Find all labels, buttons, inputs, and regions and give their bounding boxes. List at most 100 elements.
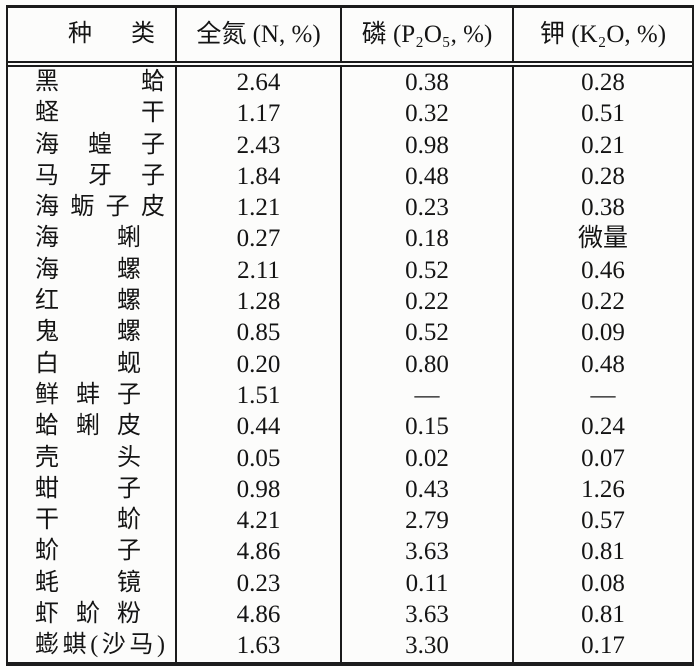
header-species: 种类 <box>8 8 175 61</box>
potassium-value-cell: — <box>512 379 692 412</box>
nitrogen-value-cell: 0.98 <box>175 473 340 506</box>
phosphorus-value-cell: 0.11 <box>340 567 512 600</box>
species-cell: 马牙子 <box>8 161 175 192</box>
nitrogen-value-cell: 1.51 <box>175 379 340 412</box>
table-row: 蟛蜞(沙马) 1.63 3.30 0.17 <box>8 630 692 662</box>
species-name: 壳头 <box>35 444 141 471</box>
potassium-value-cell: 0.28 <box>512 160 692 193</box>
table-row: 壳头 0.05 0.02 0.07 <box>8 442 692 474</box>
species-name: 虾蚧粉 <box>35 601 141 628</box>
species-name: 蚧子 <box>35 538 141 565</box>
nitrogen-value-cell: 1.17 <box>175 98 340 130</box>
species-name: 海蜊 <box>35 225 141 252</box>
species-cell: 白蚬 <box>8 349 175 380</box>
species-cell: 海螺 <box>8 255 175 286</box>
species-name: 蛤蜊皮 <box>35 413 141 440</box>
species-cell: 黑蛤 <box>8 67 175 98</box>
species-name: 海螺 <box>35 256 141 283</box>
phosphorus-value-cell: 0.32 <box>340 98 512 130</box>
species-cell: 干蚧 <box>8 505 175 536</box>
species-cell: 海蜊 <box>8 223 175 254</box>
species-name: 蚝镜 <box>35 569 141 596</box>
table-row: 黑蛤 2.64 0.38 0.28 <box>8 67 692 99</box>
species-name: 红螺 <box>35 288 141 315</box>
nitrogen-value-cell: 2.43 <box>175 129 340 161</box>
phosphorus-value-cell: 3.30 <box>340 630 512 662</box>
species-cell: 海蛎子皮 <box>8 192 175 223</box>
nitrogen-value-cell: 4.86 <box>175 536 340 568</box>
header-potassium: 钾 (K₂O, %) <box>512 8 692 61</box>
nutrient-table: 种类 全氮 (N, %) 磷 (P₂O₅, %) 钾 (K₂O, %) 黑蛤 2.… <box>6 5 694 666</box>
potassium-value-cell: 微量 <box>512 223 692 255</box>
species-name: 海蛎子皮 <box>35 194 165 221</box>
species-cell: 蛤蜊皮 <box>8 411 175 442</box>
nitrogen-value-cell: 1.84 <box>175 160 340 193</box>
phosphorus-value-cell: 0.18 <box>340 223 512 255</box>
table-row: 蚝镜 0.23 0.11 0.08 <box>8 567 692 600</box>
phosphorus-value-cell: 2.79 <box>340 505 512 537</box>
phosphorus-value-cell: 0.02 <box>340 442 512 474</box>
nitrogen-value-cell: 1.28 <box>175 286 340 318</box>
potassium-value-cell: 0.38 <box>512 192 692 224</box>
table-row: 红螺 1.28 0.22 0.22 <box>8 286 692 318</box>
potassium-value-cell: 0.46 <box>512 254 692 287</box>
header-row: 种类 全氮 (N, %) 磷 (P₂O₅, %) 钾 (K₂O, %) <box>8 8 692 61</box>
species-cell: 红螺 <box>8 286 175 317</box>
phosphorus-value-cell: 0.52 <box>340 254 512 287</box>
species-name: 黑蛤 <box>35 69 165 95</box>
phosphorus-value-cell: 0.23 <box>340 192 512 224</box>
table-row: 海蜊 0.27 0.18 微量 <box>8 223 692 255</box>
species-name: 海蝗子 <box>35 131 165 158</box>
nitrogen-value-cell: 0.27 <box>175 223 340 255</box>
nitrogen-value-cell: 0.44 <box>175 411 340 443</box>
phosphorus-value-cell: 0.48 <box>340 160 512 193</box>
nitrogen-value-cell: 4.21 <box>175 505 340 537</box>
phosphorus-value-cell: 0.22 <box>340 286 512 318</box>
potassium-value-cell: 0.24 <box>512 411 692 443</box>
nitrogen-value-cell: 2.64 <box>175 67 340 99</box>
table-row: 蚶子 0.98 0.43 1.26 <box>8 473 692 506</box>
header-species-label: 种类 <box>68 21 155 47</box>
potassium-value-cell: 0.28 <box>512 67 692 99</box>
species-cell: 虾蚧粉 <box>8 599 175 630</box>
species-cell: 鲜蚌子 <box>8 380 175 411</box>
potassium-value-cell: 0.81 <box>512 599 692 631</box>
species-cell: 蚝镜 <box>8 568 175 599</box>
table-header: 种类 全氮 (N, %) 磷 (P₂O₅, %) 钾 (K₂O, %) <box>8 8 692 67</box>
potassium-value-cell: 1.26 <box>512 473 692 506</box>
table-row: 海蝗子 2.43 0.98 0.21 <box>8 129 692 161</box>
phosphorus-value-cell: 3.63 <box>340 599 512 631</box>
phosphorus-value-cell: 3.63 <box>340 536 512 568</box>
header-phosphorus: 磷 (P₂O₅, %) <box>340 8 512 61</box>
table-row: 蚧子 4.86 3.63 0.81 <box>8 536 692 568</box>
table-row: 虾蚧粉 4.86 3.63 0.81 <box>8 599 692 631</box>
potassium-value-cell: 0.51 <box>512 98 692 130</box>
phosphorus-value-cell: 0.98 <box>340 129 512 161</box>
species-cell: 蚶子 <box>8 474 175 505</box>
species-cell: 蚧子 <box>8 536 175 567</box>
species-cell: 蟛蜞(沙马) <box>8 630 175 661</box>
species-name: 干蚧 <box>35 507 141 534</box>
species-name: 马牙子 <box>35 162 165 189</box>
nitrogen-value-cell: 2.11 <box>175 254 340 287</box>
table-row: 海蛎子皮 1.21 0.23 0.38 <box>8 192 692 224</box>
species-name: 蛏干 <box>35 100 165 127</box>
species-cell: 鬼螺 <box>8 317 175 348</box>
phosphorus-value-cell: 0.15 <box>340 411 512 443</box>
phosphorus-value-cell: — <box>340 379 512 412</box>
nitrogen-value-cell: 4.86 <box>175 599 340 631</box>
potassium-value-cell: 0.48 <box>512 348 692 380</box>
table-row: 干蚧 4.21 2.79 0.57 <box>8 505 692 537</box>
species-cell: 蛏干 <box>8 98 175 129</box>
potassium-value-cell: 0.09 <box>512 317 692 349</box>
nitrogen-value-cell: 0.23 <box>175 567 340 600</box>
nitrogen-value-cell: 0.20 <box>175 348 340 380</box>
potassium-value-cell: 0.81 <box>512 536 692 568</box>
species-cell: 壳头 <box>8 443 175 474</box>
nitrogen-value-cell: 0.05 <box>175 442 340 474</box>
species-name: 鲜蚌子 <box>35 381 141 408</box>
nitrogen-value-cell: 1.63 <box>175 630 340 662</box>
table-body: 黑蛤 2.64 0.38 0.28 蛏干 1.17 0.32 0.51 海蝗子 2.43 0.98 0… <box>8 67 692 662</box>
potassium-value-cell: 0.08 <box>512 567 692 600</box>
